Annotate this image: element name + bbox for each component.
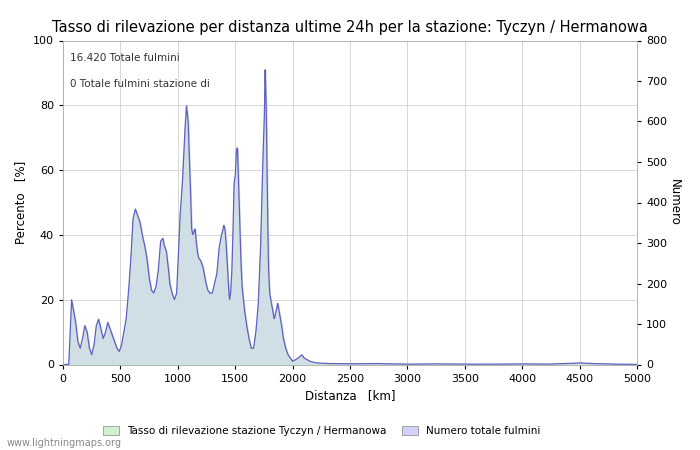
Text: 0 Totale fulmini stazione di: 0 Totale fulmini stazione di: [70, 79, 210, 90]
X-axis label: Distanza   [km]: Distanza [km]: [304, 389, 395, 402]
Legend: Tasso di rilevazione stazione Tyczyn / Hermanowa, Numero totale fulmini: Tasso di rilevazione stazione Tyczyn / H…: [99, 422, 545, 440]
Title: Tasso di rilevazione per distanza ultime 24h per la stazione: Tyczyn / Hermanowa: Tasso di rilevazione per distanza ultime…: [52, 20, 648, 35]
Text: 16.420 Totale fulmini: 16.420 Totale fulmini: [70, 54, 180, 63]
Y-axis label: Percento   [%]: Percento [%]: [15, 161, 27, 244]
Y-axis label: Numero: Numero: [668, 179, 681, 226]
Text: www.lightningmaps.org: www.lightningmaps.org: [7, 438, 122, 448]
